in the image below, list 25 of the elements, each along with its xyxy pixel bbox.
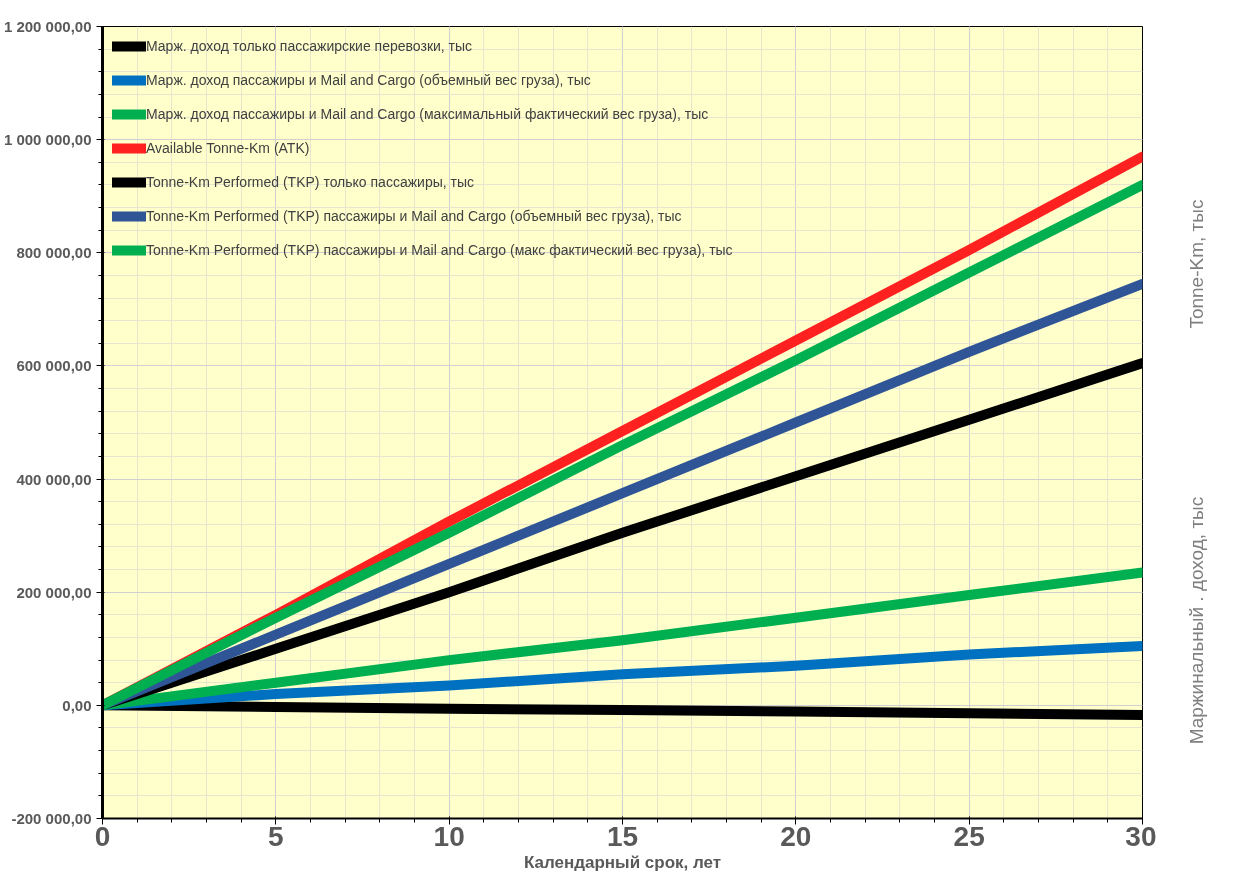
y-tick-label: 1 000 000,00 — [3, 131, 92, 149]
x-tick-label: 20 — [780, 820, 812, 852]
y-tick-label: 200 000,00 — [16, 583, 92, 601]
x-tick-label: 30 — [1125, 820, 1157, 852]
legend-label: Марж. доход пассажиры и Mail and Cargo (максимальный фактический вес груза), тыс — [146, 106, 709, 122]
text: Маржинальный . доход, тыс — [1186, 496, 1207, 745]
legend-label: Available Tonne-Km (ATK) — [146, 140, 310, 156]
x-tick-label: 0 — [94, 820, 111, 852]
legend-label: Tonne-Km Performed (TKP) только пассажиры, тыс — [146, 174, 474, 190]
legend-label: Tonne-Km Performed (TKP) пассажиры и Mail and Cargo (макс фактический вес груза), тыс — [146, 242, 733, 258]
y-tick-label: 1 200 000,00 — [3, 18, 92, 35]
x-axis-title: Календарный срок, лет — [523, 852, 722, 872]
y-tick-label: -200 000,00 — [11, 810, 92, 827]
text: Tonne-Km, тыс — [1186, 199, 1207, 329]
legend-label: Марж. доход только пассажирские перевозки, тыс — [146, 38, 473, 54]
y-tick-label: 0,00 — [62, 696, 92, 714]
x-tick-label: 5 — [268, 820, 284, 852]
y-tick-label: 600 000,00 — [16, 357, 92, 375]
legend-label: Tonne-Km Performed (TKP) пассажиры и Mail and Cargo (объемный вес груза), тыс — [146, 208, 682, 224]
y-tick-label: 800 000,00 — [16, 244, 92, 262]
y-tick-label: 400 000,00 — [16, 470, 92, 488]
x-tick-label: 10 — [433, 820, 465, 852]
legend-label: Марж. доход пассажиры и Mail and Cargo (объемный вес груза), тыс — [146, 72, 591, 88]
x-tick-label: 15 — [606, 820, 639, 852]
x-tick-label: 25 — [953, 820, 985, 852]
